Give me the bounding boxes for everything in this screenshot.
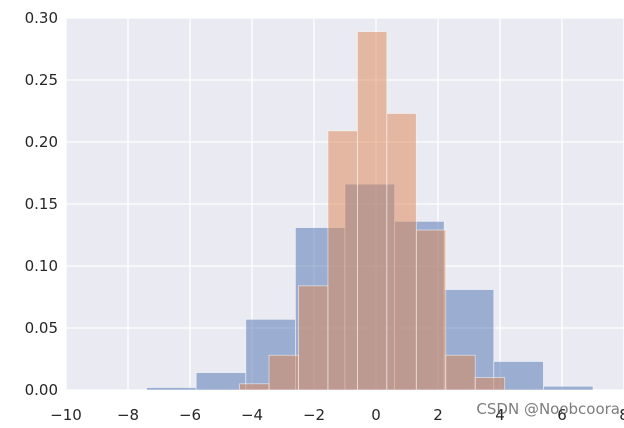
- histogram-bar-series-1: [543, 385, 594, 391]
- y-tick-label: 0.00: [25, 381, 58, 399]
- x-tick-label: 6: [557, 406, 567, 424]
- histogram-bar-series-2: [474, 377, 506, 391]
- x-tick-label: 4: [495, 406, 505, 424]
- watermark: CSDN @Noobcoora: [476, 400, 620, 418]
- x-tick-label: −6: [179, 406, 201, 424]
- x-tick-label: 8: [619, 406, 624, 424]
- x-tick-label: 0: [371, 406, 381, 424]
- histogram-bar-series-2: [239, 383, 270, 391]
- histogram-bar-series-2: [298, 285, 329, 391]
- y-tick-label: 0.10: [25, 257, 58, 275]
- x-tick-label: −2: [303, 406, 325, 424]
- histogram-bar-series-1: [493, 361, 544, 391]
- x-tick-label: −4: [241, 406, 263, 424]
- y-tick-label: 0.20: [25, 133, 58, 151]
- x-tick-label: 2: [433, 406, 443, 424]
- histogram-bar-series-2: [327, 130, 358, 391]
- histogram-bar-series-2: [268, 354, 299, 391]
- y-tick-label: 0.05: [25, 319, 58, 337]
- y-tick-label: 0.15: [25, 195, 58, 213]
- histogram-bar-series-1: [195, 372, 247, 391]
- y-tick-label: 0.25: [25, 71, 58, 89]
- histogram-bar-series-1: [146, 387, 197, 391]
- y-tick-label: 0.30: [25, 9, 58, 27]
- x-tick-label: −8: [117, 406, 139, 424]
- histogram-bar-series-2: [415, 229, 447, 391]
- x-tick-label: −10: [50, 406, 82, 424]
- histogram-bar-series-2: [386, 113, 417, 391]
- histogram-bar-series-2: [356, 31, 388, 391]
- histogram-bar-series-2: [445, 354, 476, 391]
